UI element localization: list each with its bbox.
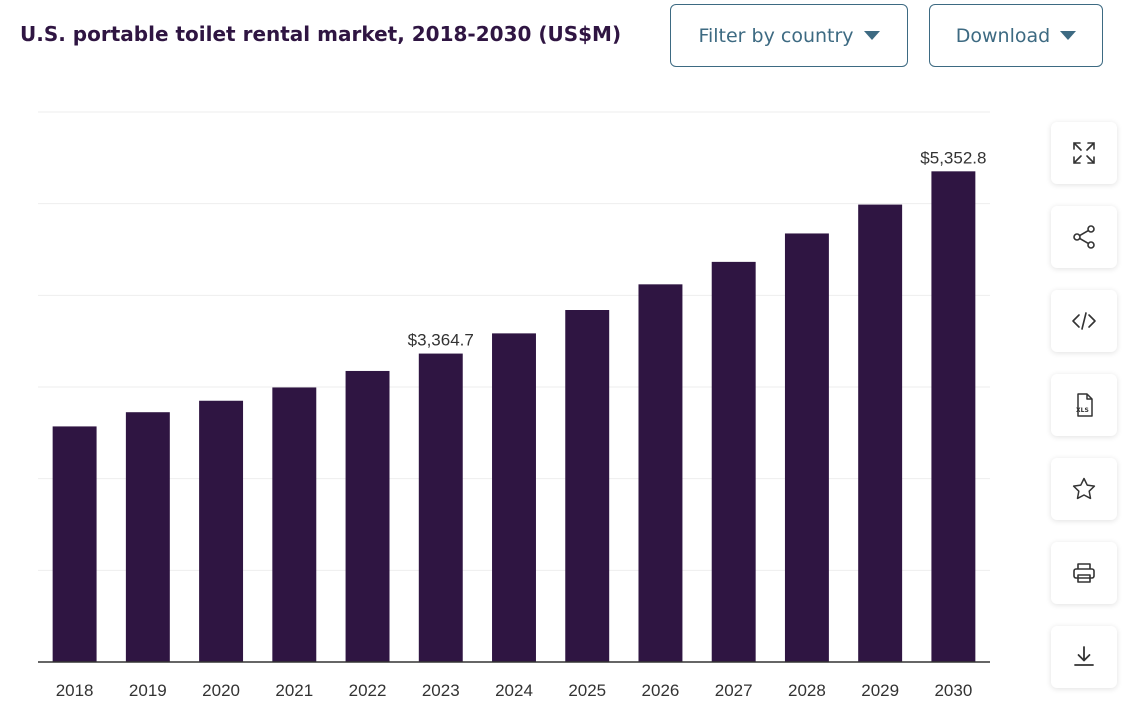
page-title: U.S. portable toilet rental market, 2018… — [20, 22, 622, 46]
bar-chart: 2018 2019 2020 2021 2022 2023 2024 2025 2026 2027… — [38, 111, 990, 700]
download-chart-button[interactable] — [1051, 626, 1117, 688]
x-tick-label: 2026 — [642, 681, 680, 700]
x-tick-label: 2024 — [495, 681, 533, 700]
x-tick-labels: 2018 2019 2020 2021 2022 2023 2024 2025 2026 2027… — [56, 681, 973, 700]
data-labels: $3,364.7 $5,352.8 — [408, 148, 987, 349]
bars — [52, 171, 976, 663]
xls-export-button[interactable]: XLS — [1051, 374, 1117, 436]
data-label-2030: $5,352.8 — [920, 148, 986, 167]
fullscreen-icon — [1073, 142, 1095, 164]
bar-2024[interactable] — [492, 333, 536, 662]
embed-code-icon — [1072, 312, 1096, 330]
x-tick-label: 2018 — [56, 681, 94, 700]
x-tick-label: 2027 — [715, 681, 753, 700]
bar-2023[interactable] — [418, 353, 463, 662]
caret-down-icon — [863, 31, 880, 40]
bookmark-button[interactable] — [1051, 458, 1117, 520]
bar-2027[interactable] — [711, 261, 756, 662]
star-icon — [1072, 477, 1096, 500]
x-tick-label: 2021 — [275, 681, 313, 700]
print-icon — [1073, 563, 1095, 583]
x-tick-label: 2030 — [934, 681, 972, 700]
download-icon — [1074, 646, 1094, 666]
download-dropdown-button[interactable]: Download — [929, 4, 1103, 67]
bar-2022[interactable] — [345, 370, 390, 662]
filter-by-country-button[interactable]: Filter by country — [670, 4, 908, 67]
share-icon — [1073, 225, 1095, 249]
x-tick-label: 2022 — [349, 681, 387, 700]
xls-icon-text: XLS — [1076, 407, 1089, 414]
bar-2026[interactable] — [638, 284, 683, 662]
x-tick-label: 2020 — [202, 681, 240, 700]
download-label: Download — [955, 24, 1051, 47]
bar-2025[interactable] — [565, 310, 610, 662]
bar-2028[interactable] — [784, 233, 829, 663]
bar-2020[interactable] — [199, 400, 244, 662]
share-button[interactable] — [1051, 206, 1117, 268]
x-tick-label: 2025 — [568, 681, 606, 700]
x-tick-label: 2029 — [861, 681, 899, 700]
caret-down-icon — [1060, 31, 1077, 40]
print-button[interactable] — [1051, 542, 1117, 604]
embed-button[interactable] — [1051, 290, 1117, 352]
x-tick-label: 2028 — [788, 681, 826, 700]
data-label-2023: $3,364.7 — [408, 331, 474, 350]
filter-by-country-label: Filter by country — [698, 24, 854, 47]
bar-2018[interactable] — [52, 426, 97, 662]
bar-2019[interactable] — [125, 412, 170, 662]
fullscreen-button[interactable] — [1051, 122, 1117, 184]
bar-2021[interactable] — [272, 387, 317, 662]
x-tick-label: 2019 — [129, 681, 167, 700]
bar-2029[interactable] — [858, 204, 903, 662]
bar-2030[interactable] — [931, 171, 976, 662]
x-tick-label: 2023 — [422, 681, 460, 700]
xls-file-icon: XLS — [1076, 393, 1093, 417]
